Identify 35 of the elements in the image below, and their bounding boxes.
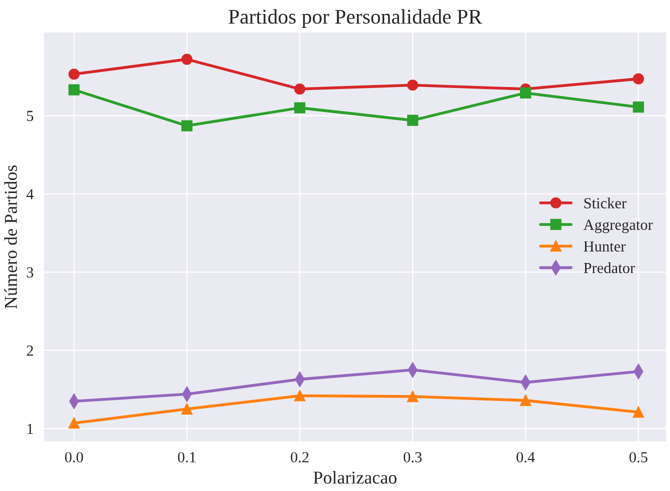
y-tick-label: 1 bbox=[28, 424, 33, 434]
x-axis-title: Polarizacao bbox=[314, 471, 397, 484]
point bbox=[181, 403, 192, 415]
point bbox=[68, 84, 80, 96]
chart-title: Partidos por Personalidade PR bbox=[228, 9, 482, 28]
x-tick-label: 0.3 bbox=[404, 452, 422, 462]
point bbox=[407, 80, 418, 91]
legend-label: Sticker bbox=[584, 198, 626, 208]
x-tick-label: 0.2 bbox=[290, 452, 308, 462]
y-axis-title: Número de Partidos bbox=[4, 165, 17, 309]
point bbox=[407, 390, 418, 402]
y-tick-label: 3 bbox=[26, 267, 34, 278]
point bbox=[632, 101, 644, 113]
point bbox=[632, 406, 644, 418]
x-tick-label: 0.0 bbox=[65, 452, 83, 462]
y-tick-label: 4 bbox=[26, 189, 34, 200]
point bbox=[294, 83, 306, 95]
point bbox=[181, 120, 192, 132]
legend-label: Hunter bbox=[584, 241, 626, 252]
point bbox=[294, 102, 306, 114]
point bbox=[181, 54, 192, 65]
point bbox=[294, 390, 306, 402]
point bbox=[68, 68, 80, 80]
y-tick-label: 5 bbox=[27, 110, 34, 122]
legend-label: Predator bbox=[584, 262, 635, 274]
point bbox=[520, 394, 532, 406]
y-tick-label: 2 bbox=[26, 346, 33, 356]
x-tick-label: 0.5 bbox=[629, 452, 648, 462]
x-tick-label: 0.1 bbox=[178, 452, 196, 462]
point bbox=[520, 87, 532, 98]
x-tick-label: 0.4 bbox=[516, 452, 535, 462]
point bbox=[407, 114, 418, 126]
point bbox=[632, 73, 644, 84]
point bbox=[68, 418, 80, 429]
legend-label: Aggregator bbox=[583, 220, 653, 234]
